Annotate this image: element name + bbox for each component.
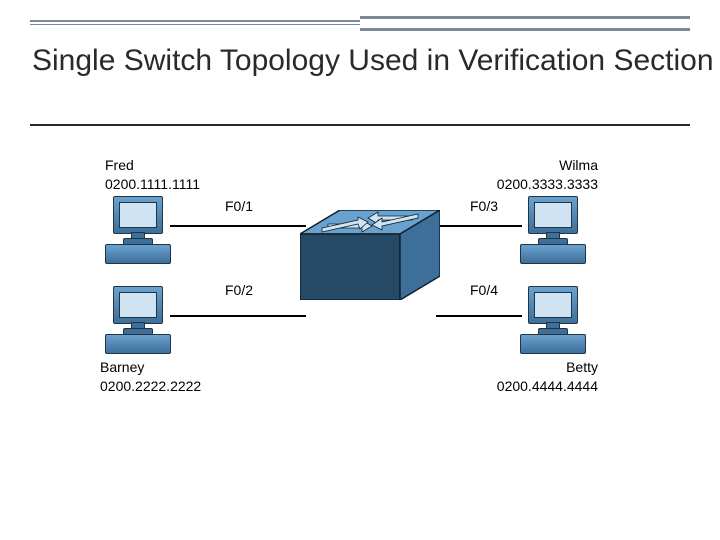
- port-label-f02: F0/2: [225, 282, 253, 298]
- port-label-f01: F0/1: [225, 198, 253, 214]
- host-betty-icon: [520, 286, 590, 356]
- topology-diagram: Fred 0200.1111.1111 Barney 0200.2222.222…: [70, 150, 630, 420]
- host-name: Barney: [100, 359, 144, 375]
- host-wilma-icon: [520, 196, 590, 266]
- link-wilma: [436, 225, 522, 227]
- slide-top-rule: [30, 10, 690, 40]
- host-wilma-label: Wilma 0200.3333.3333: [448, 156, 598, 194]
- host-barney-icon: [105, 286, 175, 356]
- link-betty: [436, 315, 522, 317]
- host-mac: 0200.1111.1111: [105, 176, 200, 192]
- link-barney: [170, 315, 306, 317]
- port-label-f03: F0/3: [470, 198, 498, 214]
- title-underline: [30, 124, 690, 126]
- host-barney-label: Barney 0200.2222.2222: [100, 358, 201, 396]
- host-mac: 0200.4444.4444: [497, 378, 598, 394]
- host-name: Betty: [566, 359, 598, 375]
- host-betty-label: Betty 0200.4444.4444: [460, 358, 598, 396]
- port-label-f04: F0/4: [470, 282, 498, 298]
- switch-icon: [300, 210, 440, 300]
- host-name: Wilma: [559, 157, 598, 173]
- host-name: Fred: [105, 157, 134, 173]
- host-mac: 0200.3333.3333: [497, 176, 598, 192]
- slide-title: Single Switch Topology Used in Verificat…: [32, 42, 714, 80]
- host-mac: 0200.2222.2222: [100, 378, 201, 394]
- host-fred-icon: [105, 196, 175, 266]
- host-fred-label: Fred 0200.1111.1111: [105, 156, 200, 194]
- link-fred: [170, 225, 306, 227]
